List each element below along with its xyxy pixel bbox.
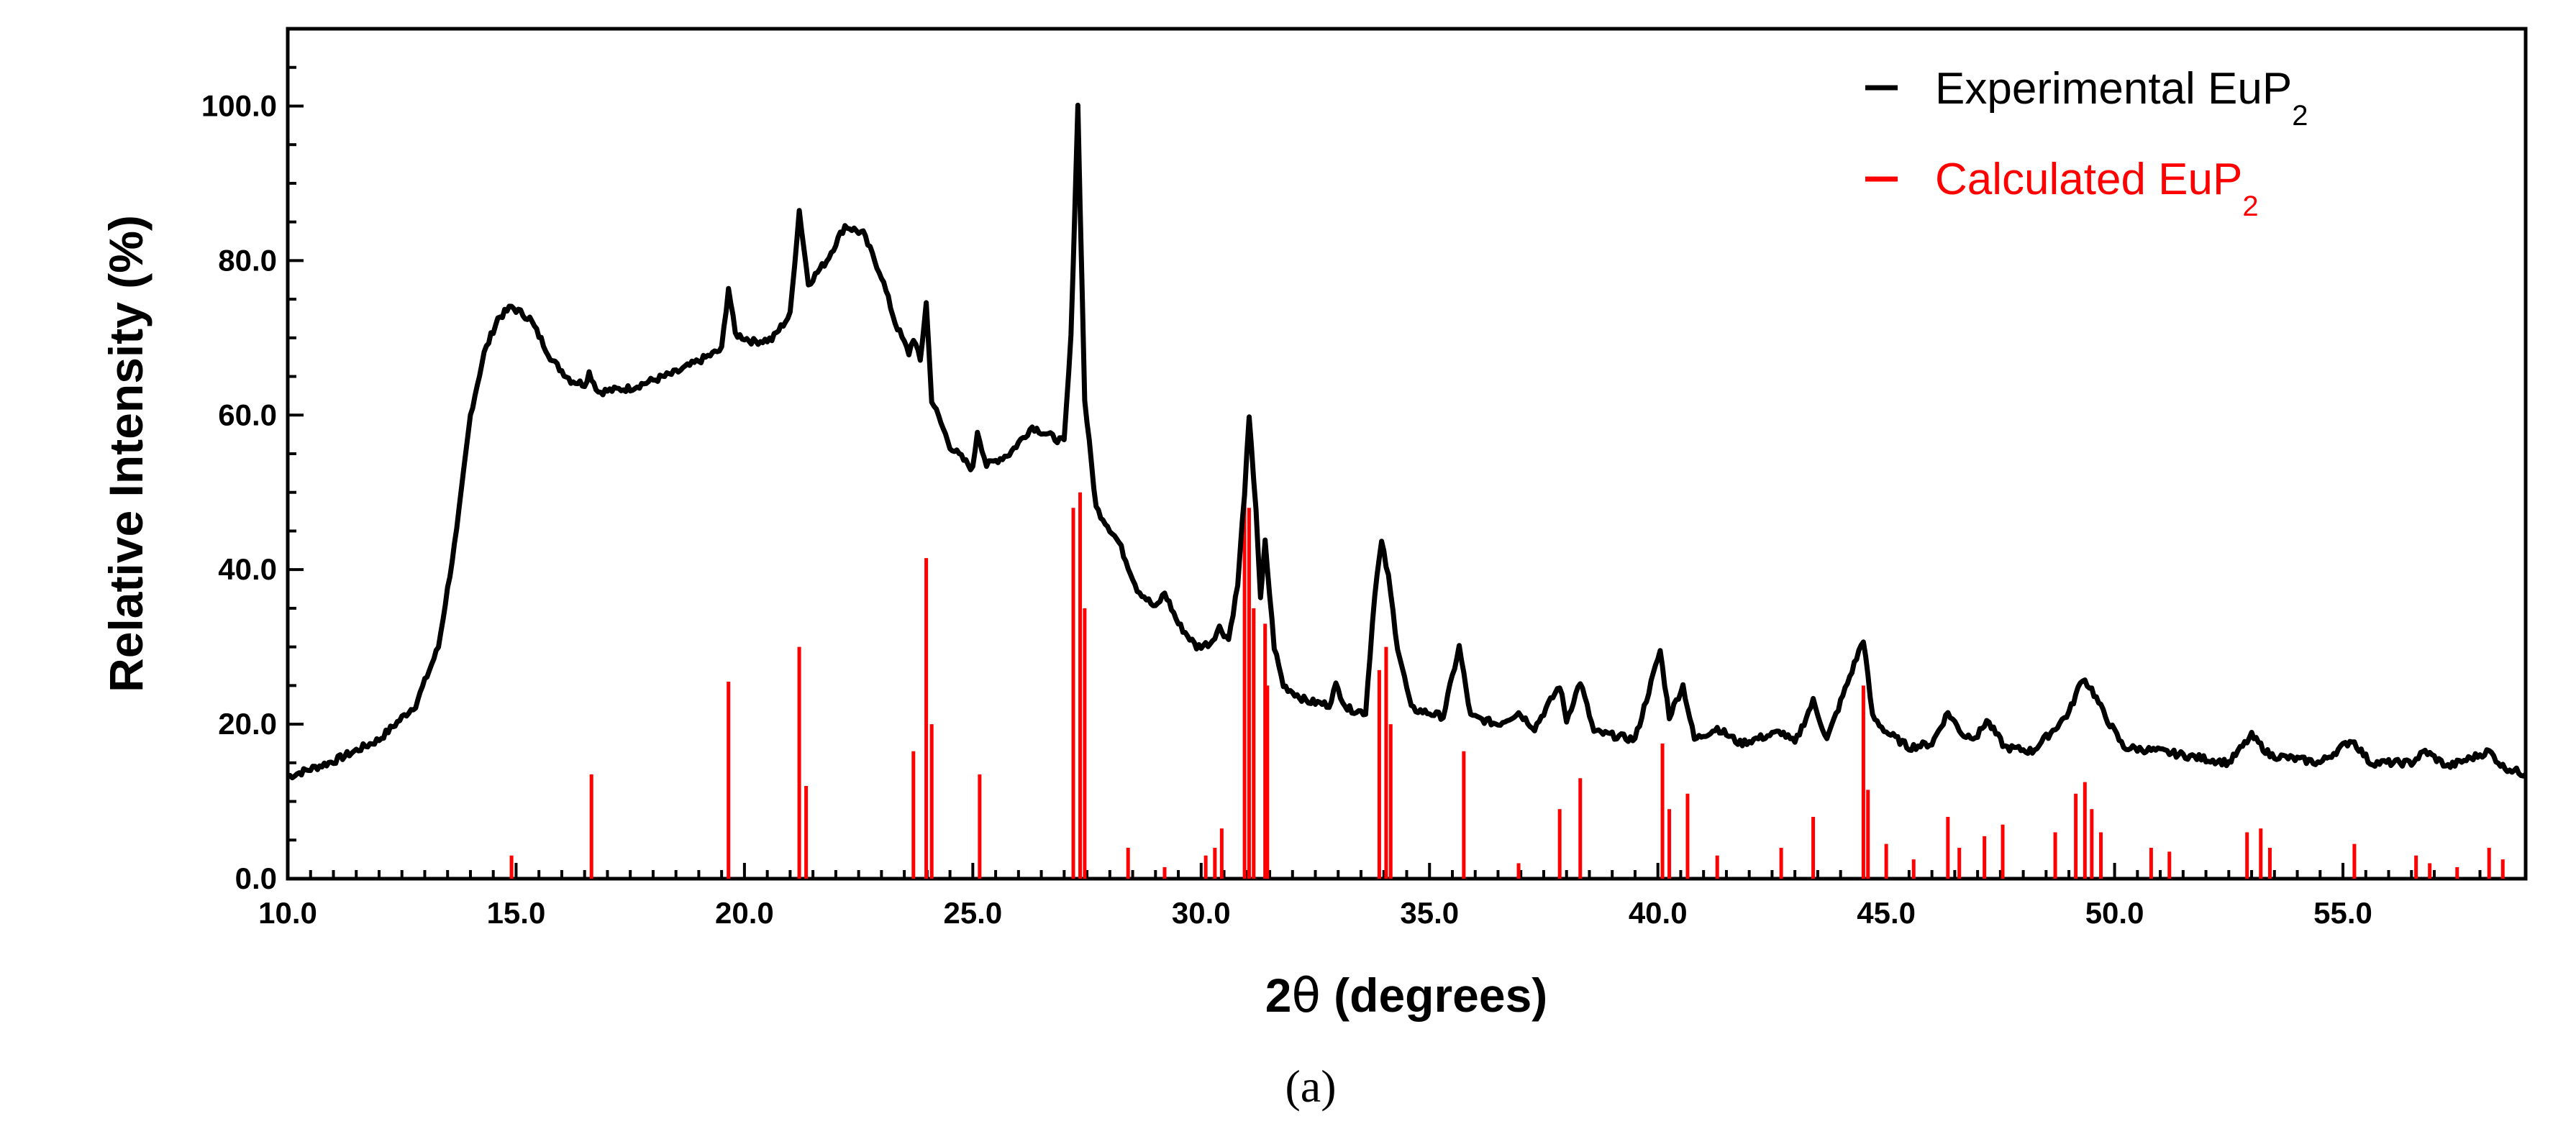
x-tick-labels: 10.0 15.0 20.0 25.0 30.0 35.0 40.0 45.0 50.0 55.0 xyxy=(258,896,2372,930)
y-tick-label: 40.0 xyxy=(218,552,277,586)
x-tick-label: 50.0 xyxy=(2085,896,2144,930)
legend-label-calculated: Calculated EuP2 xyxy=(1935,155,2259,222)
axis-ticks xyxy=(286,27,2527,880)
theta-symbol: θ xyxy=(1291,968,1320,1023)
x-axis-title: 2θ (degrees) xyxy=(1265,968,1548,1023)
legend-label-calculated-subscript: 2 xyxy=(2242,191,2258,222)
y-tick-label: 20.0 xyxy=(218,707,277,741)
y-tick-label: 100.0 xyxy=(201,88,277,122)
figure-caption: (a) xyxy=(1285,1061,1336,1112)
experimental-series-line xyxy=(286,102,2528,781)
y-tick-label: 0.0 xyxy=(235,861,277,895)
x-tick-label: 45.0 xyxy=(1857,896,1916,930)
x-tick-label: 10.0 xyxy=(258,896,317,930)
legend-label-experimental: Experimental EuP2 xyxy=(1935,64,2308,132)
legend-label-calculated-name: Calculated EuP xyxy=(1935,155,2242,204)
x-tick-label: 15.0 xyxy=(487,896,546,930)
x-tick-label: 35.0 xyxy=(1400,896,1459,930)
y-axis-title: Relative Intensity (%) xyxy=(99,215,153,692)
x-tick-label: 20.0 xyxy=(715,896,774,930)
legend: Experimental EuP2 Calculated EuP2 xyxy=(1865,64,2308,222)
x-axis-title-suffix: (degrees) xyxy=(1321,969,1547,1022)
x-tick-label: 25.0 xyxy=(943,896,1002,930)
x-axis-title-prefix: 2 xyxy=(1265,969,1292,1022)
x-tick-label: 55.0 xyxy=(2313,896,2372,930)
calculated-series xyxy=(509,492,2505,879)
y-tick-label: 80.0 xyxy=(218,243,277,277)
legend-label-experimental-name: Experimental EuP xyxy=(1935,64,2292,114)
x-tick-label: 40.0 xyxy=(1629,896,1688,930)
x-tick-label: 30.0 xyxy=(1172,896,1231,930)
y-tick-labels: 0.0 20.0 40.0 60.0 80.0 100.0 xyxy=(201,88,277,895)
legend-label-experimental-subscript: 2 xyxy=(2292,100,2308,132)
y-tick-label: 60.0 xyxy=(218,398,277,431)
